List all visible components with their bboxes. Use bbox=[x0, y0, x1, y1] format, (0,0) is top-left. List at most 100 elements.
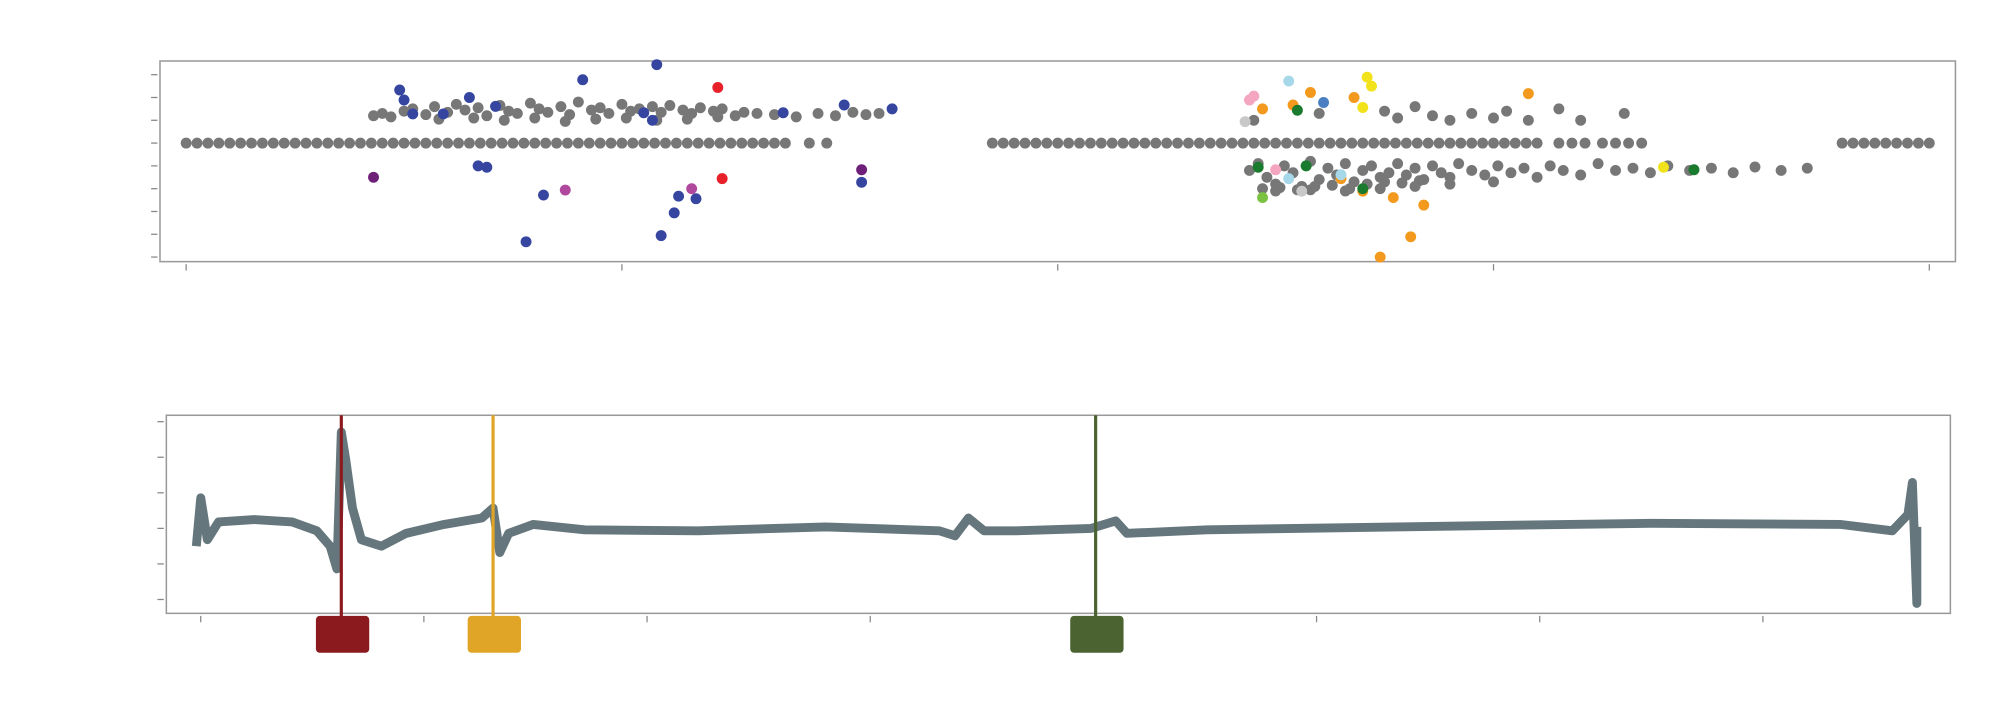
point bbox=[585, 104, 597, 116]
point bbox=[860, 109, 872, 121]
point bbox=[1544, 160, 1556, 172]
point bbox=[1520, 137, 1532, 149]
point bbox=[627, 137, 639, 149]
point bbox=[180, 137, 192, 149]
point bbox=[1339, 185, 1351, 197]
point bbox=[590, 113, 602, 125]
point bbox=[577, 74, 589, 86]
point bbox=[520, 236, 532, 248]
point bbox=[1636, 137, 1648, 149]
point bbox=[1302, 137, 1314, 149]
point bbox=[289, 137, 301, 149]
point bbox=[1244, 164, 1255, 176]
point bbox=[1313, 107, 1325, 119]
point bbox=[385, 111, 397, 123]
point bbox=[559, 184, 571, 196]
point bbox=[1348, 92, 1360, 103]
point bbox=[354, 137, 366, 149]
point bbox=[1775, 164, 1787, 176]
point bbox=[496, 137, 508, 149]
point bbox=[481, 110, 493, 122]
point bbox=[1705, 162, 1717, 174]
point bbox=[235, 137, 247, 149]
point bbox=[1505, 167, 1517, 179]
point bbox=[1117, 137, 1129, 149]
point bbox=[1374, 183, 1386, 195]
point bbox=[729, 110, 741, 122]
point bbox=[1880, 137, 1892, 149]
point bbox=[646, 101, 658, 113]
point bbox=[1257, 103, 1269, 115]
point bbox=[1688, 164, 1700, 176]
point bbox=[758, 137, 770, 149]
point bbox=[1084, 137, 1096, 149]
point bbox=[1466, 164, 1478, 176]
point bbox=[1392, 158, 1404, 170]
point bbox=[1522, 114, 1534, 126]
point bbox=[1248, 90, 1260, 102]
point bbox=[1261, 171, 1273, 183]
marker-box bbox=[315, 615, 370, 653]
point bbox=[507, 137, 519, 149]
point bbox=[344, 137, 356, 149]
point bbox=[191, 137, 203, 149]
point bbox=[202, 137, 214, 149]
point bbox=[1182, 137, 1194, 149]
point bbox=[1226, 137, 1238, 149]
point bbox=[1405, 231, 1417, 243]
point bbox=[620, 112, 632, 124]
point bbox=[1193, 137, 1205, 149]
plot-frame bbox=[165, 414, 1952, 615]
point bbox=[803, 137, 815, 149]
point bbox=[1008, 137, 1020, 149]
point bbox=[1444, 178, 1456, 190]
point bbox=[1379, 105, 1391, 117]
point bbox=[1396, 177, 1408, 189]
point bbox=[1479, 169, 1491, 181]
point bbox=[1557, 164, 1569, 176]
point bbox=[1610, 164, 1621, 176]
point bbox=[649, 137, 661, 149]
point bbox=[1553, 103, 1565, 115]
point bbox=[1409, 162, 1421, 174]
point bbox=[1422, 137, 1434, 149]
point bbox=[1335, 137, 1347, 149]
point bbox=[551, 137, 563, 149]
point bbox=[1644, 167, 1656, 179]
point bbox=[712, 81, 724, 93]
point bbox=[1749, 161, 1761, 173]
point bbox=[1106, 137, 1118, 149]
point bbox=[311, 137, 323, 149]
plot-frame bbox=[159, 60, 1957, 263]
point bbox=[394, 84, 406, 96]
point bbox=[997, 137, 1009, 149]
point bbox=[1592, 158, 1604, 170]
point bbox=[1435, 167, 1447, 179]
point bbox=[655, 230, 667, 242]
point bbox=[459, 104, 471, 116]
point bbox=[673, 190, 685, 202]
point bbox=[605, 137, 617, 149]
point bbox=[1052, 137, 1064, 149]
point bbox=[583, 137, 595, 149]
point bbox=[542, 106, 554, 118]
point bbox=[246, 137, 257, 149]
point bbox=[1296, 185, 1308, 197]
point bbox=[751, 107, 763, 119]
point bbox=[407, 108, 419, 120]
point bbox=[1305, 87, 1316, 98]
point bbox=[442, 137, 454, 149]
point bbox=[1522, 88, 1534, 100]
point bbox=[431, 137, 443, 149]
point bbox=[1326, 179, 1338, 191]
point bbox=[655, 106, 667, 118]
point bbox=[333, 137, 345, 149]
point bbox=[1409, 101, 1421, 113]
point bbox=[213, 137, 225, 149]
point bbox=[664, 100, 676, 111]
point bbox=[1237, 137, 1249, 149]
point bbox=[738, 106, 750, 118]
point bbox=[646, 114, 658, 126]
point bbox=[830, 110, 841, 122]
